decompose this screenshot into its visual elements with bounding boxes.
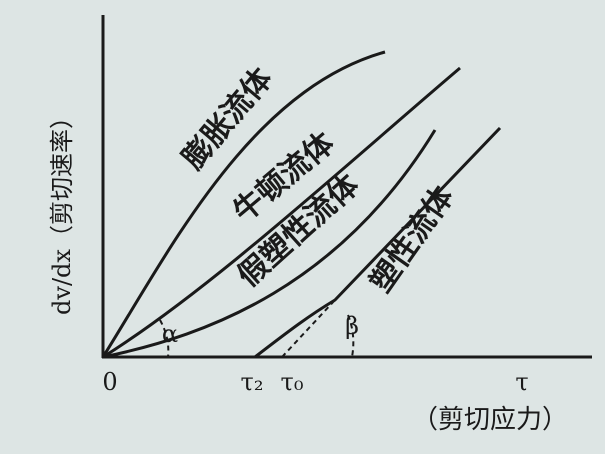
tau0-label: τ₀ <box>281 368 304 396</box>
origin-label: 0 <box>102 368 117 396</box>
pseudoplastic-curve <box>102 129 437 359</box>
newtonian-curve <box>102 66 461 359</box>
dilatant-curve <box>101 50 386 358</box>
beta-arc <box>347 314 355 358</box>
tau-label: τ <box>515 368 528 396</box>
beta-label: β <box>345 312 359 340</box>
tau2-label: τ₂ <box>241 368 264 396</box>
y-axis-label: dv/dx（剪切速率） <box>48 105 76 315</box>
alpha-label: α <box>162 320 178 348</box>
x-axis-label: （剪切应力） <box>412 405 568 435</box>
yield-extension <box>281 299 336 358</box>
alpha-arc <box>159 319 170 358</box>
